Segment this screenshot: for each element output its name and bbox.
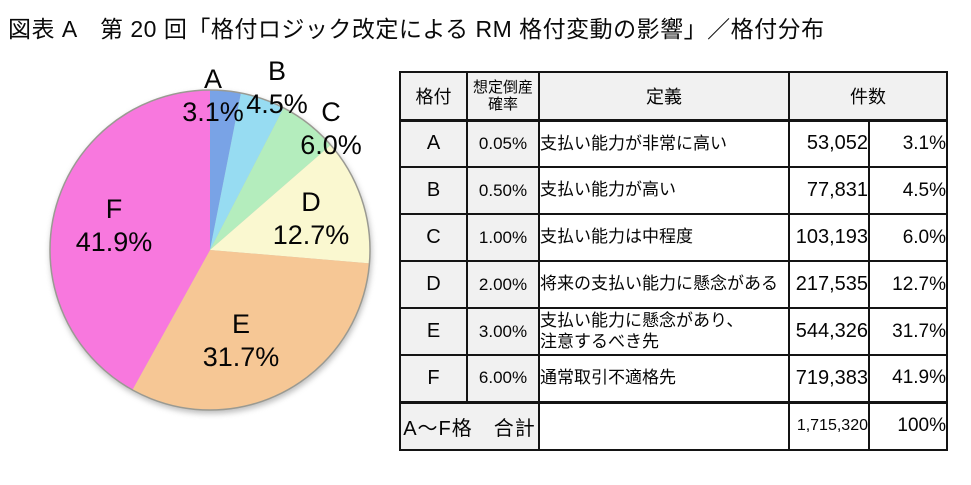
table-row: F 6.00% 通常取引不適格先 719,383 41.9% [399, 354, 948, 403]
header-probability: 想定倒産 確率 [466, 71, 540, 122]
pie-label-letter: D [301, 187, 321, 217]
pie-label-letter: F [105, 194, 123, 224]
table-total-row: A〜F格 合計 1,715,320 100% [399, 400, 948, 451]
pie-label-percent: 3.1% [182, 97, 244, 127]
header-rating: 格付 [399, 71, 468, 122]
table-row: B 0.50% 支払い能力が高い 77,831 4.5% [399, 166, 948, 215]
pie-outline [49, 89, 371, 411]
pie-label-C: C 6.0% [300, 96, 362, 162]
cell-total-percent: 100% [868, 400, 948, 451]
table-header-row: 格付 想定倒産 確率 定義 件数 [399, 71, 948, 122]
table-row: E 3.00% 支払い能力に懸念があり、 注意するべき先 544,326 31.… [399, 307, 948, 356]
cell-rating: A [399, 119, 468, 168]
pie-svg [49, 89, 371, 411]
pie-slice-E [132, 250, 370, 410]
pie-label-E: E 31.7% [203, 308, 280, 374]
cell-rating: F [399, 354, 468, 403]
cell-probability: 0.50% [466, 166, 540, 215]
cell-count: 77,831 [788, 166, 870, 215]
pie-slice-F [49, 90, 210, 390]
pie-label-D: D 12.7% [273, 186, 350, 252]
header-definition: 定義 [538, 71, 790, 122]
rating-table: 格付 想定倒産 確率 定義 件数 A 0.05% 支払い能力が非常に高い 53,… [399, 71, 948, 451]
cell-count: 719,383 [788, 354, 870, 403]
pie-label-letter: A [203, 64, 223, 94]
cell-total-count: 1,715,320 [788, 400, 870, 451]
cell-probability: 3.00% [466, 307, 540, 356]
pie-label-A: A 3.1% [182, 63, 244, 129]
cell-count: 103,193 [788, 213, 870, 262]
cell-rating: C [399, 213, 468, 262]
header-count: 件数 [788, 71, 948, 122]
cell-count: 217,535 [788, 260, 870, 309]
cell-definition: 支払い能力が非常に高い [538, 119, 790, 168]
cell-percent: 31.7% [868, 307, 948, 356]
cell-probability: 2.00% [466, 260, 540, 309]
pie-slice-D [210, 145, 370, 264]
pie-slice-A [210, 90, 241, 250]
cell-total-definition [538, 400, 790, 451]
cell-probability: 0.05% [466, 119, 540, 168]
pie-label-percent: 12.7% [272, 220, 350, 250]
cell-definition: 支払い能力は中程度 [538, 213, 790, 262]
cell-rating: D [399, 260, 468, 309]
cell-percent: 41.9% [868, 354, 948, 403]
pie-label-letter: C [321, 97, 341, 127]
pie-label-percent: 41.9% [75, 227, 153, 257]
pie-chart: A 3.1% B 4.5% C 6.0% D 12.7% E 31.7% F 41.9% [0, 0, 430, 485]
cell-probability: 6.00% [466, 354, 540, 403]
pie-label-F: F 41.9% [76, 193, 153, 259]
pie-slice-B [210, 93, 284, 250]
pie-label-B: B 4.5% [246, 55, 308, 121]
figure-title: 図表 A 第 20 回「格付ロジック改定による RM 格付変動の影響」／格付分布 [8, 16, 825, 42]
cell-count: 53,052 [788, 119, 870, 168]
cell-percent: 3.1% [868, 119, 948, 168]
cell-percent: 6.0% [868, 213, 948, 262]
cell-definition: 支払い能力が高い [538, 166, 790, 215]
table-row: A 0.05% 支払い能力が非常に高い 53,052 3.1% [399, 119, 948, 168]
pie-slice-C [210, 107, 331, 251]
pie-label-letter: E [231, 309, 250, 339]
cell-definition: 通常取引不適格先 [538, 354, 790, 403]
cell-definition: 将来の支払い能力に懸念がある [538, 260, 790, 309]
pie-label-letter: B [267, 56, 287, 86]
cell-rating: B [399, 166, 468, 215]
cell-percent: 12.7% [868, 260, 948, 309]
cell-total-label: A〜F格 合計 [399, 400, 540, 451]
table-row: D 2.00% 将来の支払い能力に懸念がある 217,535 12.7% [399, 260, 948, 309]
pie-label-percent: 6.0% [300, 130, 362, 160]
pie-label-percent: 31.7% [202, 342, 280, 372]
cell-probability: 1.00% [466, 213, 540, 262]
cell-percent: 4.5% [868, 166, 948, 215]
cell-definition: 支払い能力に懸念があり、 注意するべき先 [538, 307, 790, 356]
table-row: C 1.00% 支払い能力は中程度 103,193 6.0% [399, 213, 948, 262]
cell-rating: E [399, 307, 468, 356]
cell-count: 544,326 [788, 307, 870, 356]
pie-label-percent: 4.5% [246, 89, 308, 119]
